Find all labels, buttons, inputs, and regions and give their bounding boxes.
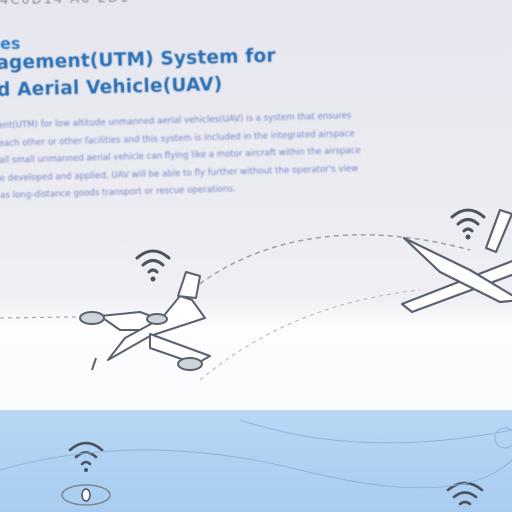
wifi-signal-icon-bottom (446, 481, 484, 506)
uav-illustration (0, 208, 512, 506)
water-contour-lines (0, 419, 512, 489)
wifi-signal-icon (135, 249, 171, 282)
slide-header-code: 4C0D14 A0 2D1 (0, 0, 130, 8)
slide-title: agement(UTM) System for d Aerial Vehicle… (0, 43, 277, 104)
wifi-signal-icon-right (450, 208, 486, 240)
drone-aircraft-icon (79, 271, 211, 371)
flight-path-lower (199, 289, 421, 381)
satellite-dish-icon (61, 441, 111, 506)
slide-description: ent(UTM) for low altitude unmanned aeria… (0, 103, 512, 205)
fixed-wing-uav-icon (400, 208, 512, 314)
section-label: es (0, 34, 21, 53)
title-line-2: d Aerial Vehicle(UAV) (0, 74, 223, 101)
